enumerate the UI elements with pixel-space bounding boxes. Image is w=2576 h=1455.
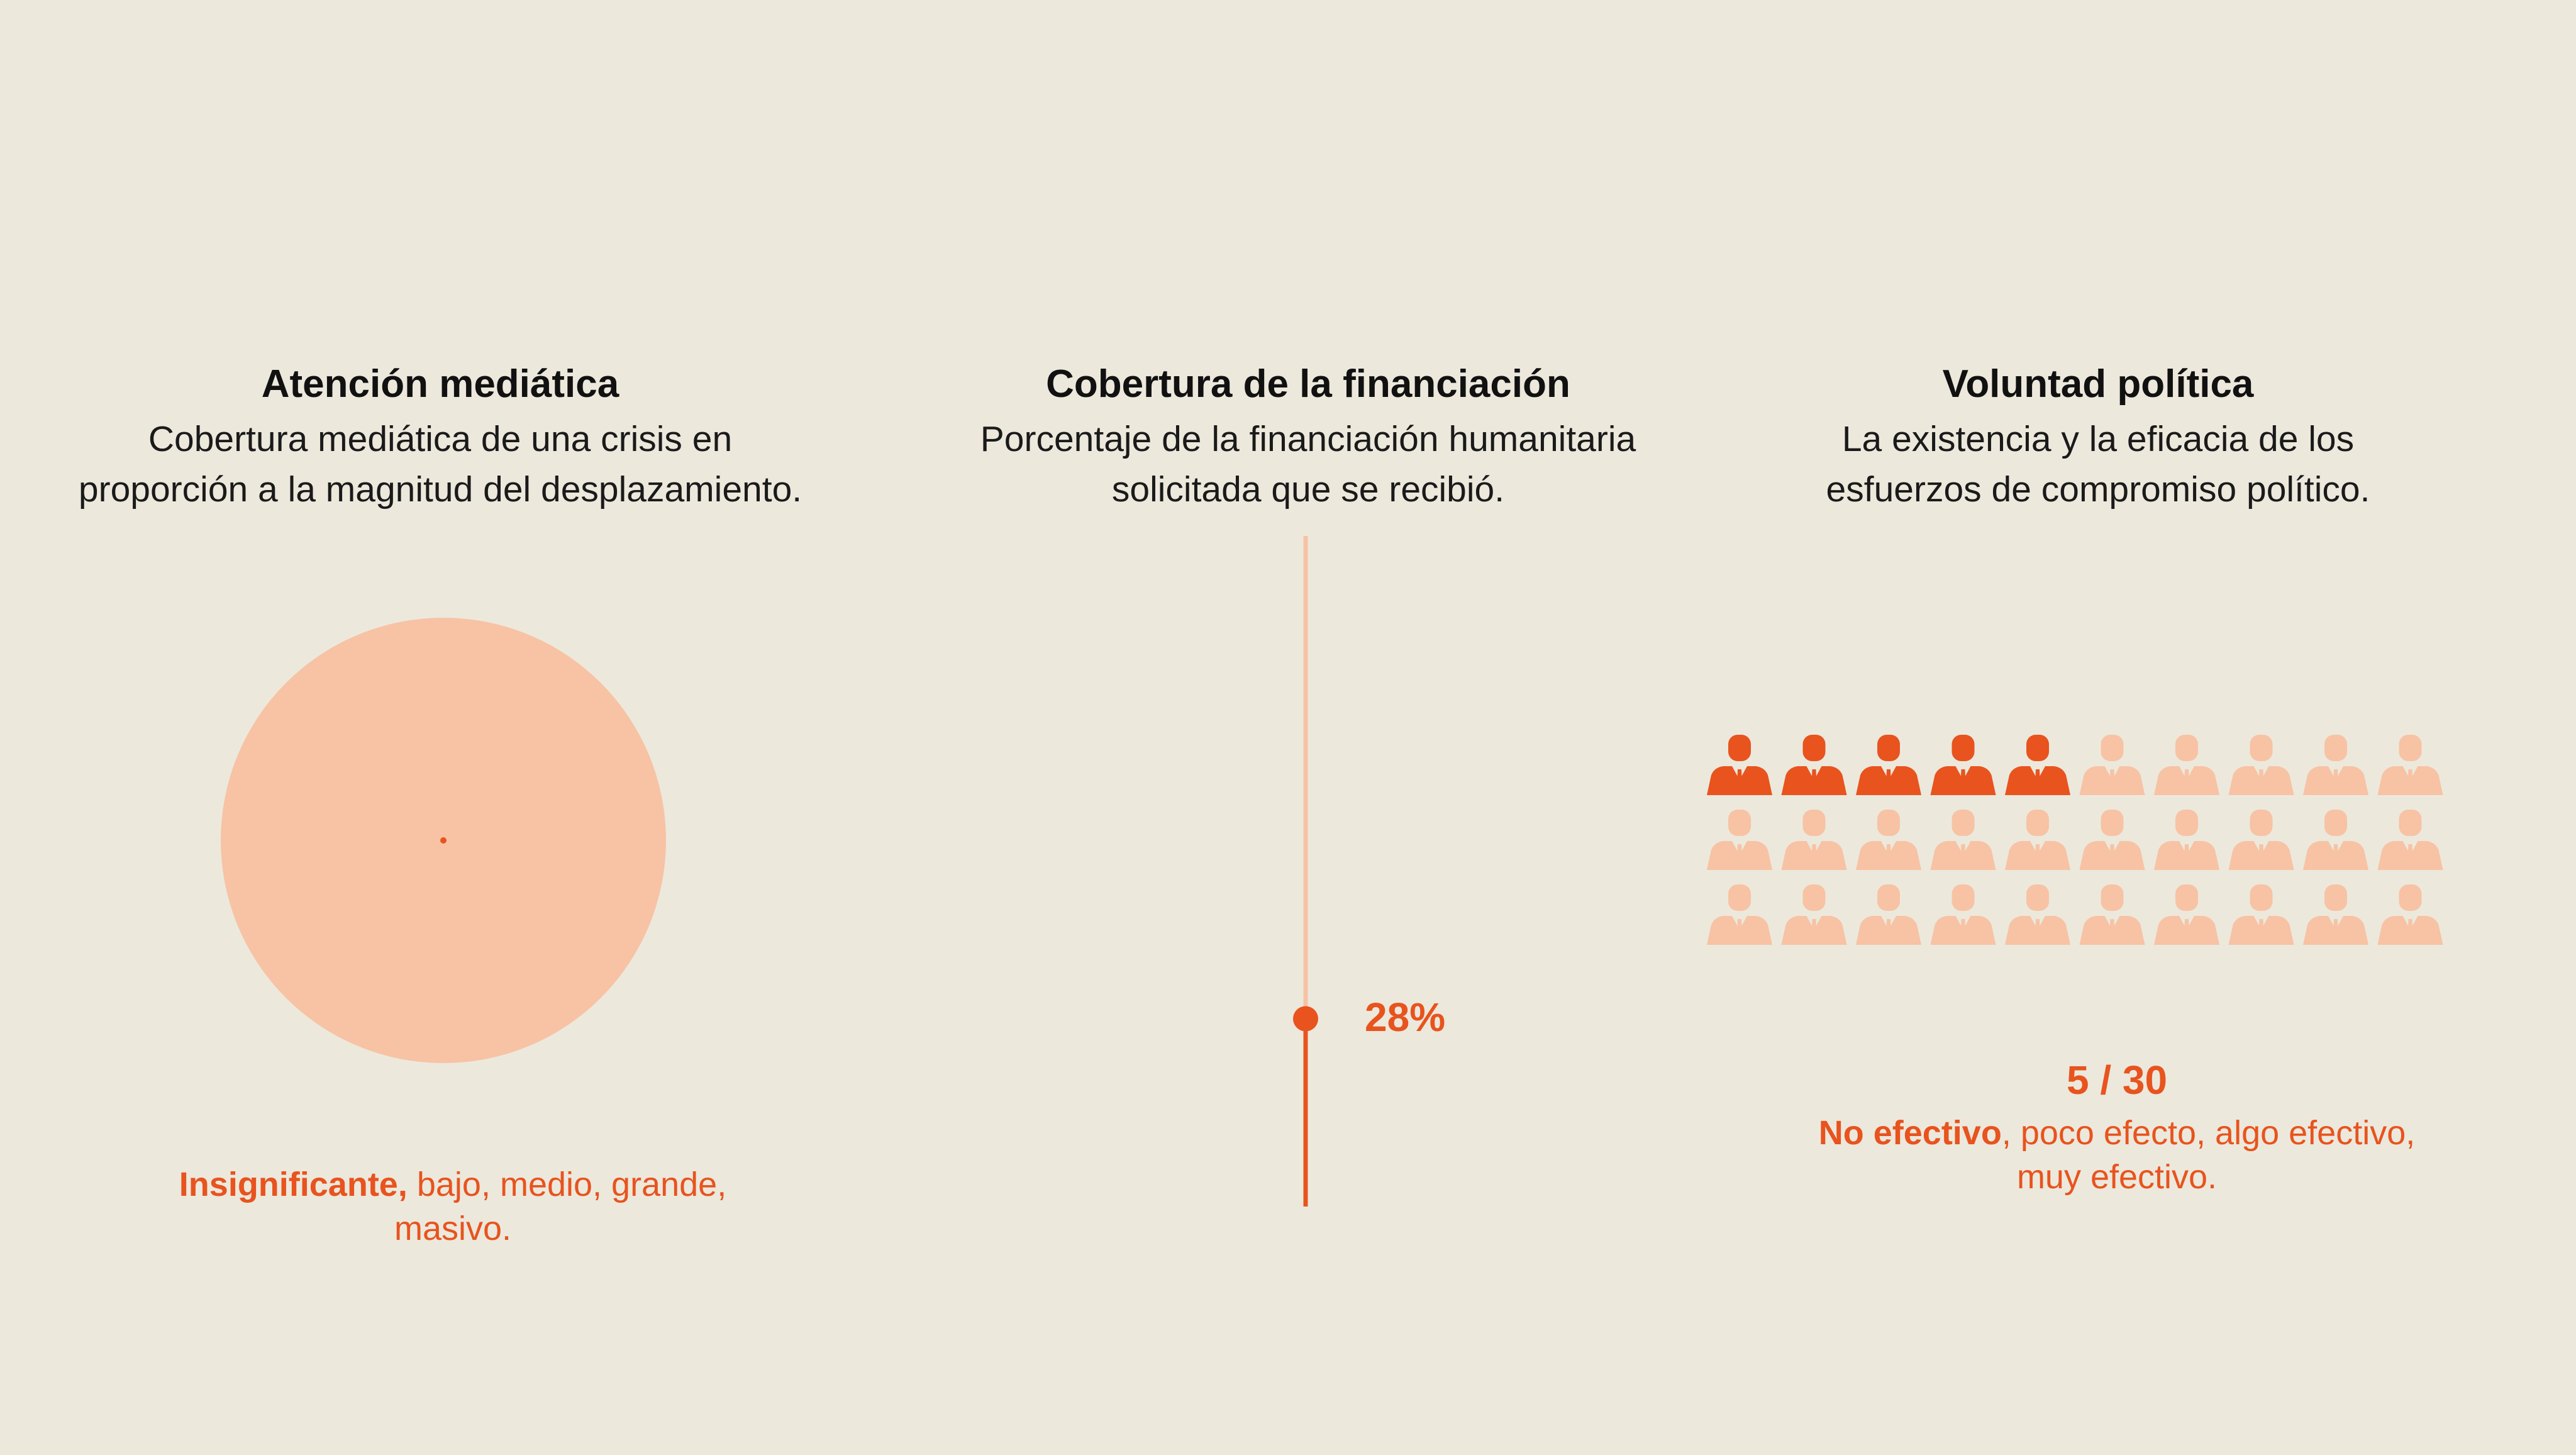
person-icon-inactive <box>1781 810 1847 870</box>
media-scale-line-2: masivo. <box>394 1210 512 1247</box>
political-scale-line-1: No efectivo, poco efecto, algo efectivo, <box>1658 1111 2576 1155</box>
person-icon-inactive <box>1856 810 1921 870</box>
political-scale-legend: No efectivo, poco efecto, algo efectivo,… <box>1658 1111 2576 1199</box>
media-attention-panel: Atención mediática Cobertura mediática d… <box>50 0 931 1455</box>
political-will-panel: Voluntad política La existencia y la efi… <box>1658 0 2538 1455</box>
person-icon-inactive <box>2079 735 2145 795</box>
media-bubble-chart <box>221 618 666 1063</box>
political-scale-rest: , poco efecto, algo efectivo, <box>2001 1114 2416 1152</box>
political-title: Voluntad política <box>1942 362 2254 406</box>
media-bubble-value <box>440 837 447 844</box>
person-icon-active <box>1856 735 1921 795</box>
media-title: Atención mediática <box>261 362 619 406</box>
person-icon-inactive <box>2377 810 2443 870</box>
political-description-line-1: La existencia y la eficacia de los <box>1841 419 2355 459</box>
person-icon-inactive <box>2377 735 2443 795</box>
person-icon-active <box>2005 735 2070 795</box>
person-icon-inactive <box>1781 884 1847 945</box>
media-description-line-2: proporción a la magnitud del desplazamie… <box>78 469 802 510</box>
person-icon-active <box>1930 735 1996 795</box>
person-icon-inactive <box>2005 884 2070 945</box>
person-icon-inactive <box>2377 884 2443 945</box>
person-icon-inactive <box>2303 884 2368 945</box>
funding-description-line-1: Porcentaje de la financiación humanitari… <box>980 419 1636 459</box>
person-icon-inactive <box>2005 810 2070 870</box>
person-icon-inactive <box>2228 810 2294 870</box>
political-description: La existencia y la eficacia de los esfue… <box>1658 414 2538 515</box>
funding-coverage-panel: Cobertura de la financiación Porcentaje … <box>868 0 1748 1455</box>
media-description-line-1: Cobertura mediática de una crisis en <box>148 419 733 459</box>
funding-description-line-2: solicitada que se recibió. <box>1111 469 1505 510</box>
person-icon-inactive <box>2303 735 2368 795</box>
person-icon-inactive <box>1856 884 1921 945</box>
media-scale-legend: Insignificante, bajo, medio, grande, mas… <box>50 1162 855 1251</box>
person-icon-inactive <box>1930 884 1996 945</box>
person-icon-inactive <box>2303 810 2368 870</box>
person-icon-inactive <box>2079 884 2145 945</box>
political-scale-line-2: muy efectivo. <box>2016 1158 2218 1196</box>
political-scale-selected: No efectivo <box>1818 1114 2002 1152</box>
media-scale-line-1: Insignificante, bajo, medio, grande, <box>50 1162 855 1207</box>
political-value-label: 5 / 30 <box>2066 1057 2168 1103</box>
political-description-line-2: esfuerzos de compromiso político. <box>1826 469 2370 510</box>
political-pictogram-chart <box>1707 735 2443 945</box>
media-scale-rest: bajo, medio, grande, <box>407 1166 727 1203</box>
person-icon-inactive <box>1930 810 1996 870</box>
media-scale-selected: Insignificante, <box>179 1166 408 1203</box>
person-icon-active <box>1707 735 1772 795</box>
funding-marker <box>1293 1006 1318 1032</box>
funding-title: Cobertura de la financiación <box>1046 362 1570 406</box>
media-description: Cobertura mediática de una crisis en pro… <box>0 414 880 515</box>
person-icon-inactive <box>2154 735 2219 795</box>
person-icon-inactive <box>2228 884 2294 945</box>
person-icon-inactive <box>2079 810 2145 870</box>
funding-description: Porcentaje de la financiación humanitari… <box>868 414 1748 515</box>
funding-progress-chart <box>1293 536 1318 1207</box>
person-icon-inactive <box>2228 735 2294 795</box>
person-icon-inactive <box>1707 884 1772 945</box>
person-icon-active <box>1781 735 1847 795</box>
person-icon-inactive <box>2154 884 2219 945</box>
funding-value-label: 28% <box>1365 994 1446 1040</box>
person-icon-inactive <box>2154 810 2219 870</box>
person-icon-inactive <box>1707 810 1772 870</box>
